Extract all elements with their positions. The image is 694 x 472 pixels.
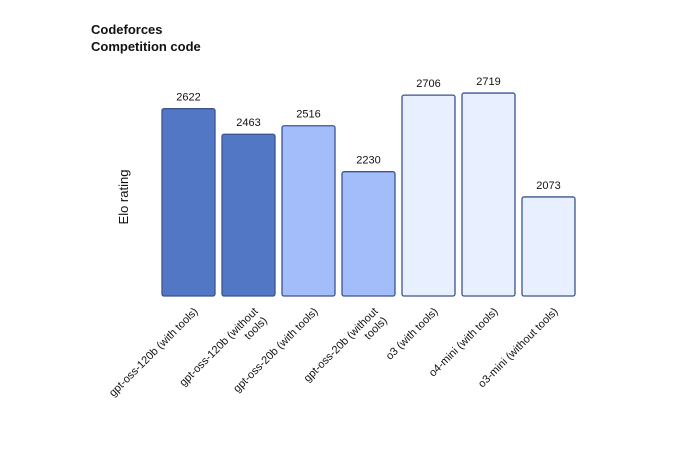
data-label-6: 2719 — [476, 76, 500, 88]
data-label-5: 2706 — [416, 78, 440, 90]
bar-2 — [221, 133, 276, 297]
bar-1 — [161, 108, 216, 297]
bar-5 — [401, 94, 456, 297]
data-label-4: 2230 — [356, 155, 380, 167]
y-axis-label: Elo rating — [116, 170, 131, 225]
data-label-7: 2073 — [536, 180, 560, 192]
bar-6 — [461, 92, 516, 297]
bar-3 — [281, 125, 336, 297]
bar-4 — [341, 171, 396, 297]
chart-title-block: Codeforces Competition code — [91, 21, 201, 55]
bar-7 — [521, 196, 576, 297]
data-label-2: 2463 — [236, 117, 260, 129]
data-label-1: 2622 — [176, 92, 200, 104]
x-tick-label-5: o3 (with tools) — [384, 306, 441, 363]
chart-title: Codeforces — [91, 22, 163, 37]
data-label-3: 2516 — [296, 109, 320, 121]
chart-subtitle: Competition code — [91, 39, 201, 54]
